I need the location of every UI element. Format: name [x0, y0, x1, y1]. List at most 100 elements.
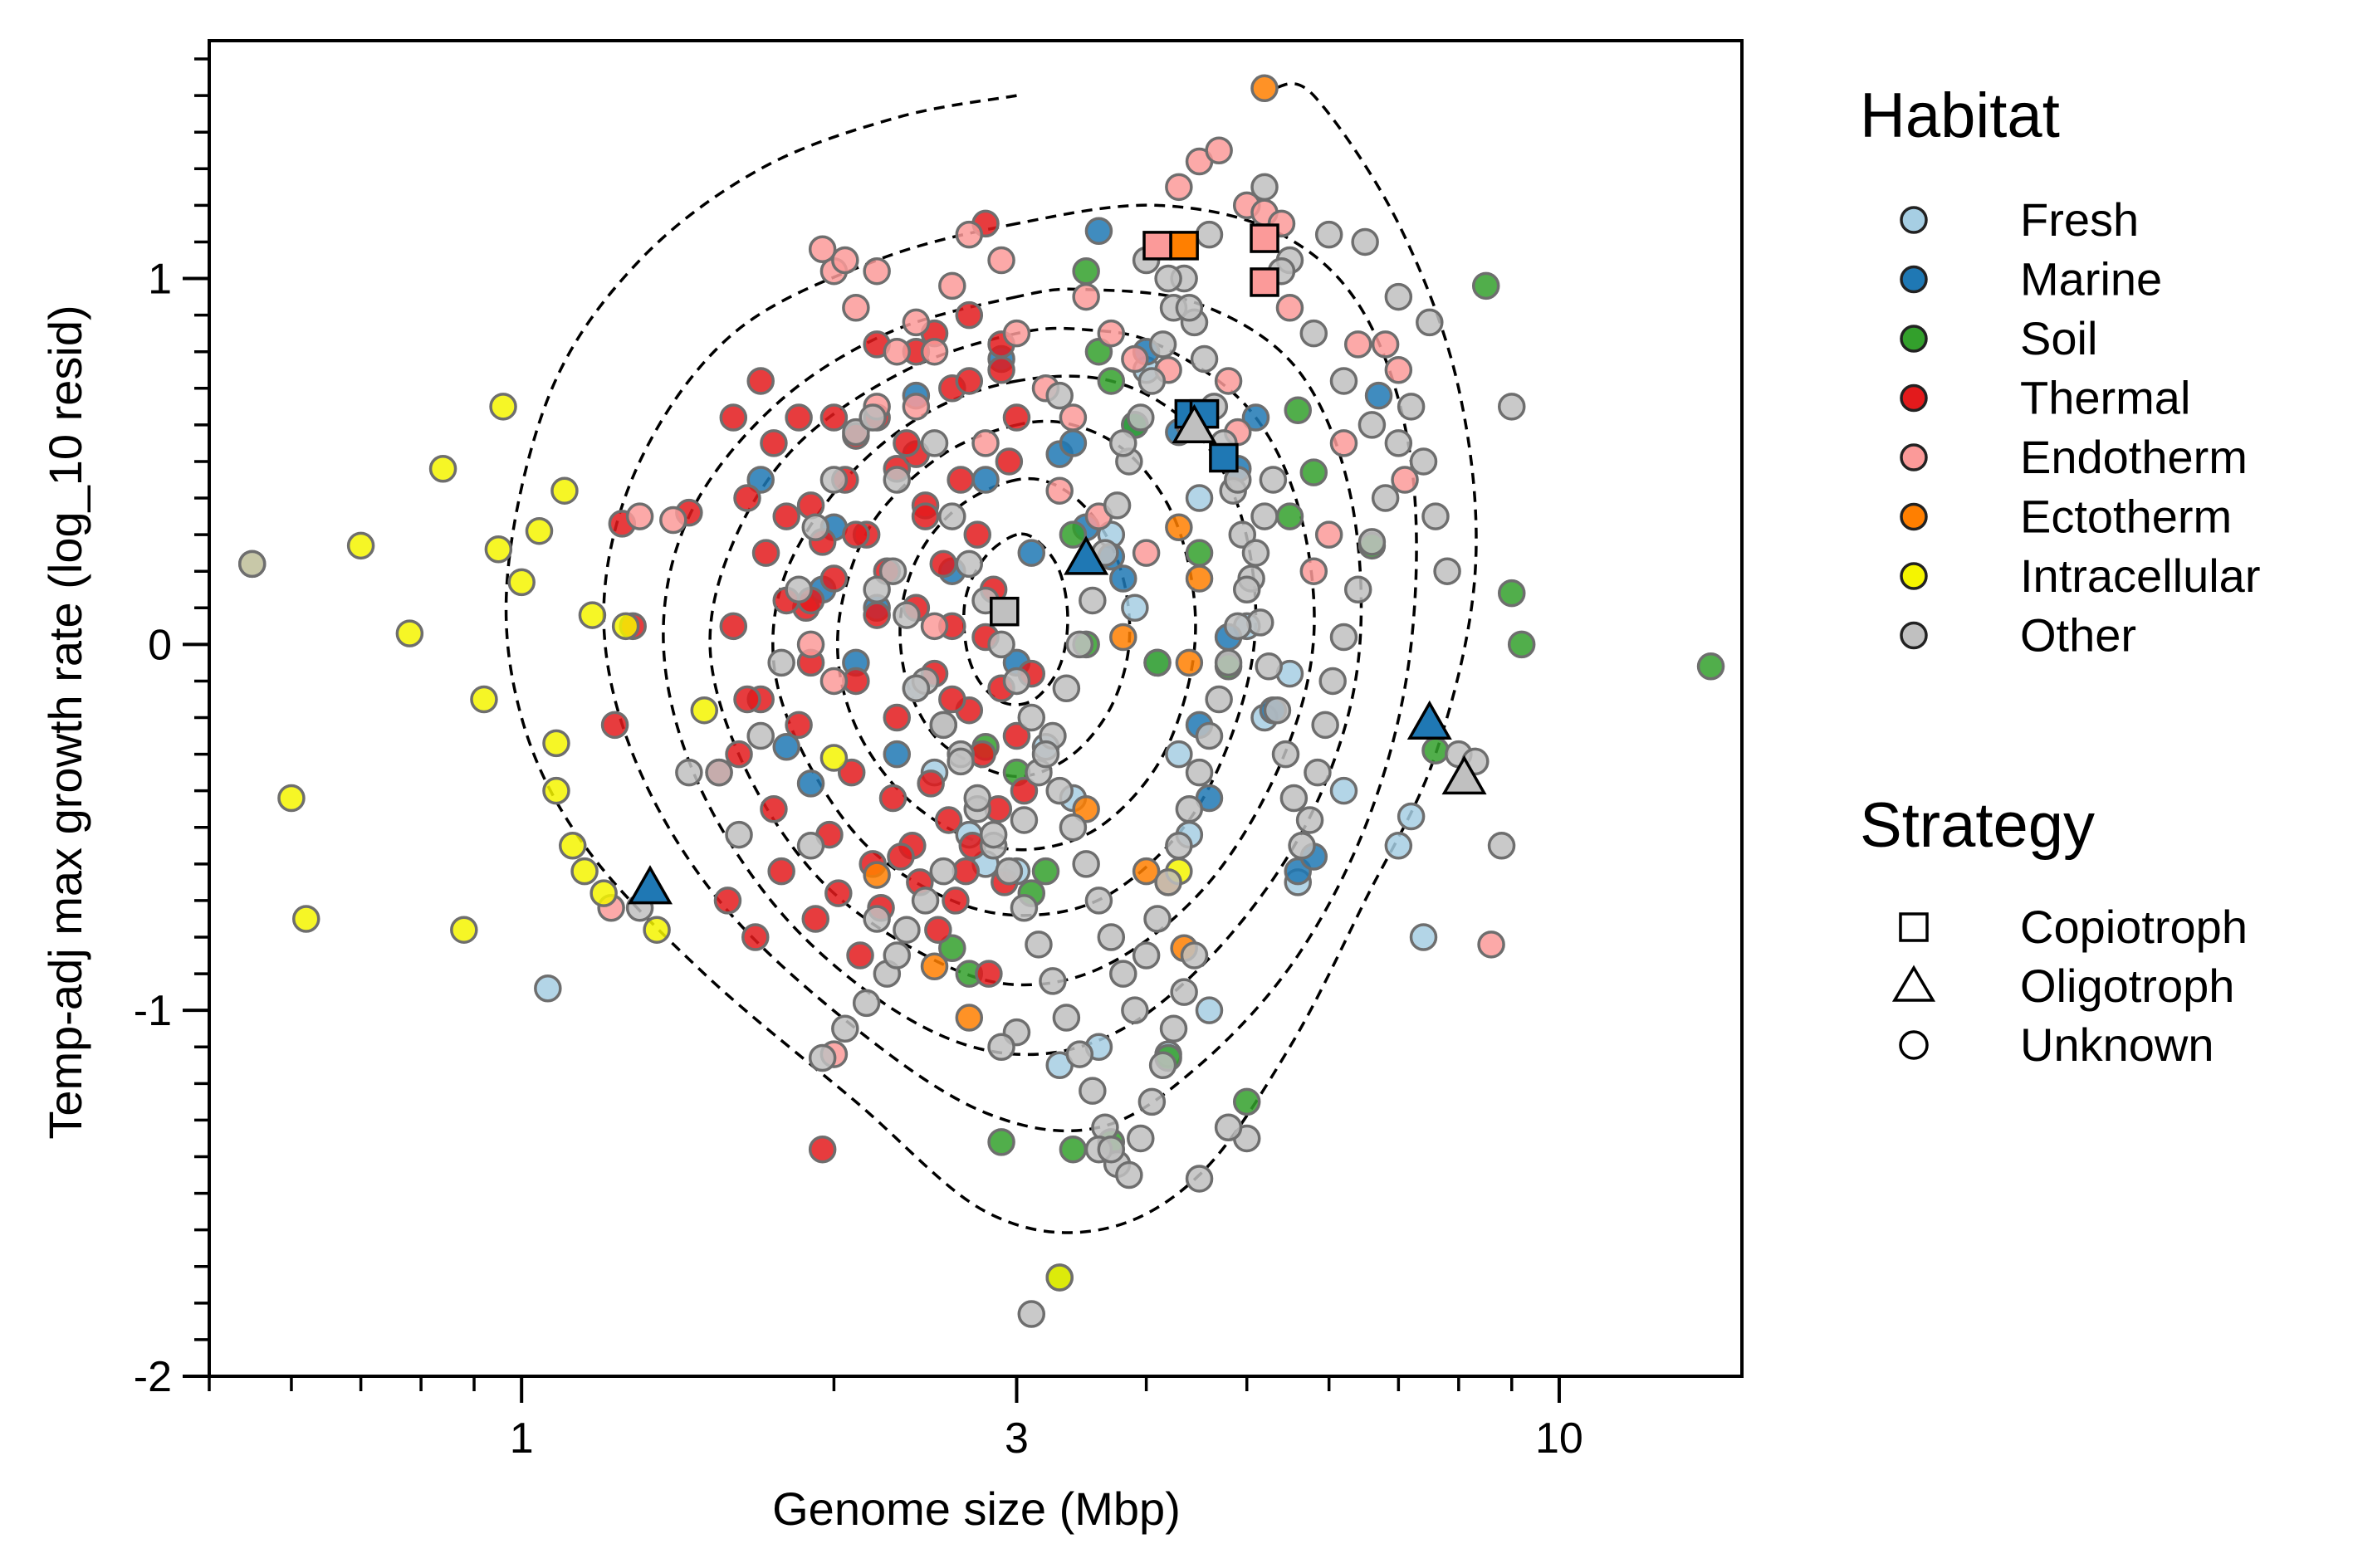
point-other	[1148, 1051, 1177, 1080]
point-thermal	[837, 758, 866, 787]
legend-swatch-marine	[1900, 265, 1928, 294]
point-other	[947, 747, 975, 776]
point-thermal	[785, 711, 813, 740]
point-other	[1065, 1040, 1094, 1068]
legend-swatch-intracellular	[1900, 562, 1928, 590]
point-other	[1214, 648, 1243, 677]
legend-label-thermal: Thermal	[2020, 372, 2190, 424]
point-thermal	[878, 784, 907, 813]
point-other	[1214, 1113, 1243, 1141]
point-ectotherm	[1109, 623, 1137, 652]
point-other	[929, 711, 958, 740]
point-endotherm	[902, 308, 931, 337]
legend-label-copiotroph: Copiotroph	[2020, 901, 2248, 953]
contour-line-8	[962, 532, 1069, 706]
point-intracellular	[570, 857, 599, 886]
point-intracellular	[428, 455, 457, 483]
point-intracellular	[542, 729, 570, 758]
point-other	[1127, 403, 1155, 432]
x-axis-title: Genome size (Mbp)	[772, 1483, 1181, 1535]
point-endotherm	[1329, 429, 1358, 457]
y-axis-title: Temp-adj max growth rate (log_10 resid)	[39, 305, 91, 1139]
y-tick-label: 1	[148, 256, 172, 304]
point-fresh	[1384, 832, 1413, 860]
point-soil	[1059, 520, 1088, 549]
point-other	[1279, 784, 1309, 813]
legend-label-ectotherm: Ectotherm	[2020, 491, 2232, 543]
point-other	[237, 550, 267, 579]
point-other	[1065, 630, 1094, 659]
point-soil	[1097, 367, 1126, 395]
point-thermal	[987, 355, 1015, 384]
point-marine	[883, 740, 912, 769]
point-other	[1246, 608, 1274, 637]
legend-label-oligotroph: Oligotroph	[2020, 960, 2234, 1012]
point-other	[893, 916, 921, 944]
point-thermal	[842, 520, 870, 549]
point-other	[1159, 1014, 1188, 1043]
point-endotherm	[1132, 539, 1161, 567]
point-other	[1299, 319, 1328, 348]
point-ectotherm	[1185, 564, 1214, 593]
point-endotherm	[1477, 931, 1505, 959]
point-thermal	[938, 685, 966, 714]
copiotroph-square	[1142, 231, 1172, 261]
point-other	[1072, 850, 1100, 878]
point-thermal	[975, 960, 1003, 988]
point-endotherm	[819, 667, 849, 696]
point-other	[902, 674, 931, 703]
point-endotherm	[1205, 136, 1233, 164]
point-intracellular	[819, 744, 849, 772]
point-thermal	[924, 916, 952, 944]
point-other	[1416, 308, 1444, 337]
point-other	[1148, 330, 1177, 359]
point-ectotherm	[1250, 74, 1279, 103]
point-marine	[1364, 381, 1393, 410]
point-other	[938, 502, 966, 530]
point-endotherm	[1002, 319, 1031, 348]
point-other	[1170, 978, 1198, 1006]
point-other	[995, 857, 1024, 886]
point-endotherm	[659, 506, 687, 535]
contour-line-6	[835, 419, 1197, 852]
point-ectotherm	[955, 1004, 984, 1032]
point-thermal	[863, 601, 891, 629]
point-other	[1010, 806, 1039, 834]
point-fresh	[1121, 593, 1149, 623]
point-other	[1002, 667, 1031, 696]
point-other	[1052, 674, 1081, 703]
point-endotherm	[1371, 330, 1400, 359]
x-tick-label: 3	[1005, 1414, 1029, 1463]
point-other	[1314, 220, 1343, 249]
point-other	[911, 887, 940, 915]
point-other	[1175, 294, 1204, 322]
point-other	[883, 941, 912, 970]
point-other	[1487, 832, 1516, 860]
legend-label-unknown: Unknown	[2020, 1018, 2214, 1071]
point-thermal	[725, 740, 753, 769]
point-intracellular	[292, 905, 320, 933]
point-thermal	[883, 703, 912, 732]
point-other	[1250, 173, 1279, 202]
point-thermal	[713, 887, 742, 915]
legend-swatch-other	[1900, 621, 1928, 650]
point-thermal	[1002, 403, 1031, 432]
point-thermal	[824, 879, 853, 907]
point-other	[1185, 758, 1214, 787]
point-other	[963, 784, 992, 813]
point-other	[1311, 711, 1339, 740]
point-other	[863, 905, 891, 933]
point-endotherm	[842, 294, 870, 322]
point-thermal	[751, 539, 780, 567]
point-other	[796, 832, 825, 860]
legend: Habitat Fresh Marine Soil Thermal Endotherm E…	[1860, 81, 2260, 1071]
point-thermal	[733, 685, 761, 714]
point-soil	[1299, 458, 1328, 486]
legend-label-fresh: Fresh	[2020, 193, 2139, 246]
point-soil	[987, 1128, 1015, 1156]
point-fresh	[1185, 484, 1214, 512]
point-endotherm	[1275, 294, 1304, 322]
point-endotherm	[1045, 476, 1074, 505]
point-soil	[1232, 1087, 1261, 1116]
point-thermal	[719, 612, 748, 641]
